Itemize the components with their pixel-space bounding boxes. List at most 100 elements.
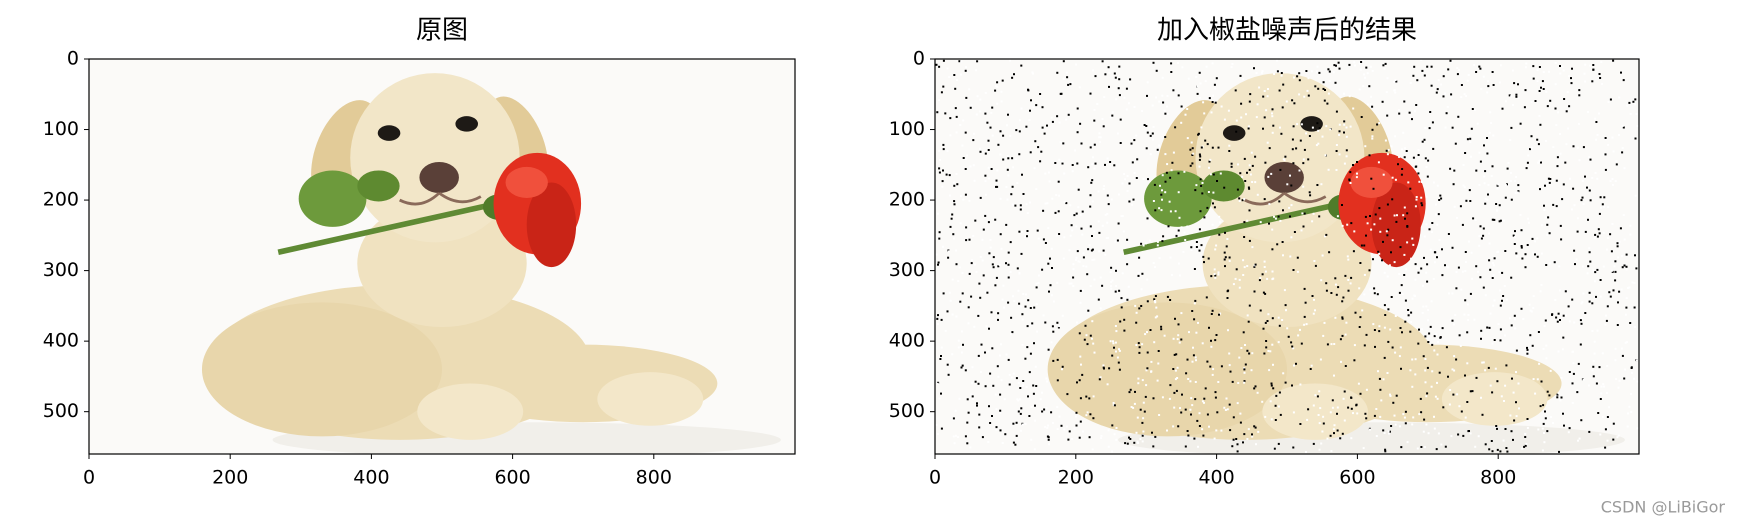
noise-dot <box>1296 270 1299 273</box>
noise-dot <box>955 115 958 118</box>
noise-dot <box>1033 342 1035 345</box>
noise-dot <box>982 228 985 231</box>
noise-dot <box>1276 70 1279 73</box>
noise-dot <box>979 98 982 101</box>
noise-dot <box>1582 146 1585 149</box>
noise-dot <box>1456 216 1458 219</box>
noise-dot <box>1138 346 1141 349</box>
noise-dot <box>1431 231 1433 234</box>
noise-dot <box>1072 263 1075 266</box>
noise-dot <box>1416 79 1419 82</box>
noise-dot <box>1414 205 1417 208</box>
noise-dot <box>976 60 979 63</box>
noise-dot <box>1193 302 1196 305</box>
noise-dot <box>1234 89 1237 92</box>
noise-dot <box>1349 282 1352 285</box>
noise-dot <box>1058 415 1061 418</box>
noise-dot <box>1570 82 1573 85</box>
noise-dot <box>1345 155 1348 158</box>
noise-dot <box>1460 410 1463 413</box>
noise-dot <box>1043 408 1046 411</box>
noise-dot <box>1483 182 1486 185</box>
noise-dot <box>1572 145 1575 148</box>
noise-dot <box>1142 401 1145 404</box>
noise-dot <box>1033 167 1036 170</box>
noise-dot <box>1332 71 1335 74</box>
noise-dot <box>1633 306 1636 309</box>
noise-dot <box>1183 170 1186 173</box>
noise-dot <box>1162 101 1165 104</box>
noise-dot <box>1044 202 1047 205</box>
noise-dot <box>1119 118 1122 121</box>
noise-dot <box>1047 436 1050 439</box>
noise-dot <box>1122 230 1125 233</box>
noise-dot <box>1567 127 1570 130</box>
noise-dot <box>1169 210 1172 213</box>
noise-dot <box>1021 173 1023 176</box>
noise-dot <box>1089 92 1092 95</box>
noise-dot <box>1501 107 1504 110</box>
noise-dot <box>1127 102 1130 105</box>
noise-dot <box>1587 218 1589 221</box>
noise-dot <box>1289 255 1292 258</box>
noise-dot <box>1605 319 1608 322</box>
noise-dot <box>1388 430 1391 433</box>
noise-dot <box>1020 407 1023 410</box>
noise-dot <box>1634 98 1637 101</box>
noise-dot <box>1298 93 1301 96</box>
noise-dot <box>1411 237 1414 240</box>
noise-dot <box>1141 343 1144 346</box>
noise-dot <box>1232 438 1235 441</box>
noise-dot <box>1118 94 1121 97</box>
noise-dot <box>942 85 945 88</box>
noise-dot <box>1534 100 1537 102</box>
noise-dot <box>1350 437 1353 440</box>
y-tick-label: 200 <box>889 189 925 211</box>
noise-dot <box>964 435 967 438</box>
noise-dot <box>1418 328 1420 331</box>
noise-dot <box>977 314 980 317</box>
noise-dot <box>1486 137 1488 139</box>
noise-dot <box>1468 189 1471 192</box>
noise-dot <box>1487 80 1489 83</box>
noise-dot <box>1104 163 1106 166</box>
noise-dot <box>984 174 987 177</box>
noise-dot <box>1008 373 1011 376</box>
noise-dot <box>961 292 964 295</box>
noise-dot <box>1586 186 1588 189</box>
noise-dot <box>1526 352 1529 355</box>
noise-dot <box>1592 68 1595 71</box>
noise-dot <box>1126 189 1129 192</box>
noise-dot <box>1512 438 1514 441</box>
noise-dot <box>1042 314 1045 317</box>
noise-dot <box>1288 206 1291 209</box>
noise-dot <box>1048 180 1051 183</box>
noise-dot <box>966 398 969 401</box>
noise-dot <box>989 238 992 241</box>
noise-dot <box>1111 111 1114 114</box>
noise-dot <box>1379 217 1382 220</box>
noise-dot <box>1621 151 1624 154</box>
noise-dot <box>1490 175 1493 177</box>
noise-dot <box>1198 158 1201 161</box>
noise-dot <box>1378 207 1381 210</box>
noise-dot <box>1333 432 1335 435</box>
noise-dot <box>1180 312 1183 315</box>
noise-dot <box>1512 234 1515 237</box>
noise-dot <box>1224 409 1227 411</box>
noise-dot <box>1112 340 1114 343</box>
noise-dot <box>1460 96 1463 99</box>
noise-dot <box>1134 304 1137 307</box>
noise-dot <box>1273 215 1275 218</box>
noise-dot <box>1617 386 1620 389</box>
noise-dot <box>1291 148 1294 151</box>
noise-dot <box>1411 297 1414 300</box>
noise-dot <box>1251 246 1254 249</box>
noise-dot <box>1499 328 1502 331</box>
noise-dot <box>952 233 955 236</box>
noise-dot <box>1524 432 1527 435</box>
noise-dot <box>1493 339 1496 341</box>
noise-dot <box>1010 316 1013 319</box>
noise-dot <box>1048 290 1050 293</box>
noise-dot <box>1016 267 1019 270</box>
